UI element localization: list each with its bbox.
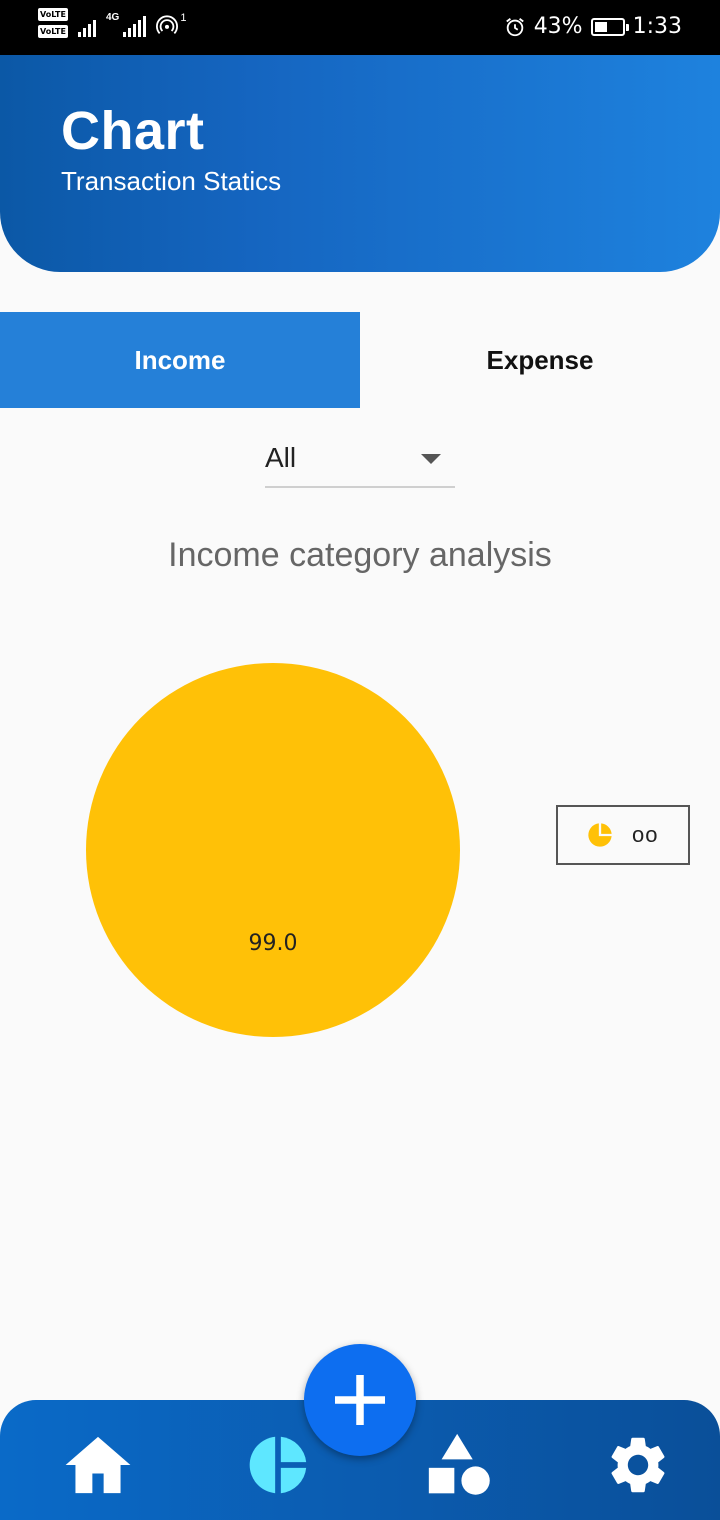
settings-icon bbox=[604, 1431, 672, 1499]
pie-slice-icon bbox=[586, 821, 614, 849]
chart-title: Income category analysis bbox=[0, 536, 720, 575]
volte-sim2: VoLTE bbox=[38, 25, 68, 38]
categories-icon bbox=[426, 1431, 494, 1499]
period-dropdown[interactable]: All bbox=[265, 436, 455, 488]
tab-expense[interactable]: Expense bbox=[360, 312, 720, 408]
nav-categories[interactable] bbox=[425, 1430, 495, 1500]
status-bar: VoLTE VoLTE 4G 1 43% 1:33 bbox=[0, 0, 720, 55]
add-icon bbox=[330, 1370, 390, 1430]
battery-percent: 43% bbox=[534, 14, 583, 39]
volte-indicator: VoLTE VoLTE bbox=[38, 8, 68, 38]
legend-item[interactable]: oo bbox=[556, 805, 690, 865]
hotspot-count: 1 bbox=[180, 12, 186, 24]
pie-slice-value-label: 99.0 bbox=[249, 931, 298, 956]
nav-chart[interactable] bbox=[243, 1430, 313, 1500]
signal-sim2-icon bbox=[123, 15, 146, 37]
alarm-icon bbox=[504, 16, 526, 38]
page-title: Chart bbox=[61, 100, 205, 162]
volte-sim1: VoLTE bbox=[38, 8, 68, 21]
pie-slice[interactable] bbox=[86, 663, 460, 1037]
battery-icon bbox=[591, 18, 625, 36]
page-subtitle: Transaction Statics bbox=[61, 166, 281, 197]
chevron-down-icon bbox=[421, 454, 441, 464]
network-type: 4G bbox=[106, 12, 119, 23]
app-header: Chart Transaction Statics bbox=[0, 55, 720, 272]
nav-settings[interactable] bbox=[603, 1430, 673, 1500]
type-tabs: Income Expense bbox=[0, 312, 720, 408]
legend-label: oo bbox=[632, 822, 658, 848]
signal-sim1-icon bbox=[78, 15, 96, 37]
tab-income[interactable]: Income bbox=[0, 312, 360, 408]
add-transaction-button[interactable] bbox=[304, 1344, 416, 1456]
home-icon bbox=[64, 1434, 132, 1496]
clock: 1:33 bbox=[633, 14, 682, 39]
nav-home[interactable] bbox=[63, 1430, 133, 1500]
chart-icon bbox=[244, 1431, 312, 1499]
hotspot-icon bbox=[156, 15, 178, 37]
dropdown-selected-value: All bbox=[265, 442, 296, 474]
